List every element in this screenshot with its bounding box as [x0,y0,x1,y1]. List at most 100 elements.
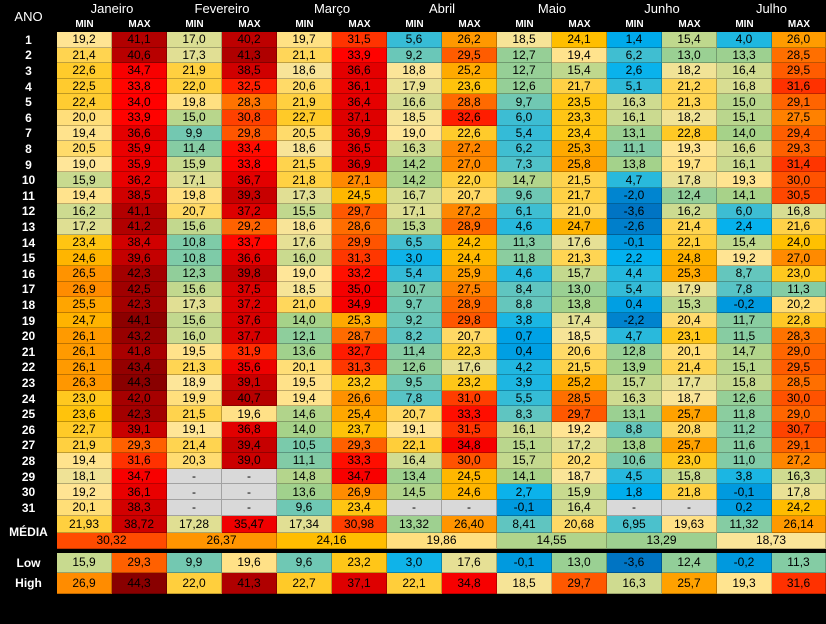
average-cell: 8,41 [497,515,552,533]
low-cell: 17,6 [442,552,497,573]
average-cell: 26,14 [772,515,826,533]
data-cell: 30,7 [772,422,826,438]
max-subheader: MAX [332,17,387,32]
min-subheader: MIN [57,17,112,32]
data-cell: 15,3 [662,297,717,313]
data-cell: 14,1 [717,188,772,204]
data-cell: -2,6 [607,219,662,235]
data-cell: 15,4 [662,32,717,48]
min-subheader: MIN [717,17,772,32]
data-cell: 36,6 [332,63,387,79]
data-cell: 39,0 [222,453,277,469]
data-cell: 22,8 [662,125,717,142]
min-subheader: MIN [167,17,222,32]
data-cell: 24,6 [57,250,112,266]
data-cell: 19,0 [387,125,442,142]
data-cell: 5,4 [387,266,442,282]
max-subheader: MAX [552,17,607,32]
data-cell: 23,4 [332,500,387,516]
low-cell: 9,6 [277,552,332,573]
data-cell: 23,6 [57,406,112,422]
data-cell: 13,0 [662,47,717,64]
high-cell: 25,7 [662,572,717,594]
data-cell: 22,0 [442,172,497,188]
data-cell: 41,8 [112,344,167,360]
data-cell: 12,7 [497,47,552,64]
data-cell: 31,3 [332,359,387,376]
data-cell: 36,5 [332,141,387,157]
data-cell: 22,1 [662,234,717,251]
day-label: 21 [0,344,57,360]
high-cell: 26,9 [57,572,112,594]
data-cell: 23,4 [552,125,607,142]
data-cell: 6,2 [497,141,552,157]
data-cell: 18,6 [277,141,332,157]
data-cell: 24,0 [772,234,826,251]
data-cell: 11,2 [717,422,772,438]
data-cell: 0,4 [497,344,552,360]
data-cell: 16,1 [607,110,662,126]
data-cell: 23,4 [57,234,112,251]
data-cell: 25,7 [662,406,717,422]
data-cell: 24,5 [442,468,497,485]
data-cell: 4,4 [607,266,662,282]
data-cell: 20,7 [442,188,497,204]
data-cell: 36,9 [332,125,387,142]
high-label: High [0,572,57,594]
data-cell: 28,3 [772,328,826,344]
data-cell: 19,0 [57,156,112,173]
data-cell: 9,6 [277,500,332,516]
data-cell: 28,5 [552,390,607,407]
data-cell: 12,6 [387,359,442,376]
data-cell: 21,8 [662,484,717,500]
data-cell: 31,9 [222,344,277,360]
data-cell: 39,1 [222,375,277,391]
average-cell: 17,28 [167,515,222,533]
data-cell: 27,2 [442,141,497,157]
data-cell: 11,7 [717,312,772,329]
data-cell: 42,3 [112,266,167,282]
data-cell: 11,8 [497,250,552,266]
data-cell: 16,3 [607,390,662,407]
data-cell: 24,8 [662,250,717,266]
day-label: 4 [0,78,57,95]
data-cell: 41,2 [112,219,167,235]
data-cell: 44,1 [112,312,167,329]
high-cell: 37,1 [332,572,387,594]
data-cell: 20,5 [57,141,112,157]
data-cell: 29,1 [772,437,826,454]
month-header: Abril [387,0,497,17]
data-cell: 17,3 [277,188,332,204]
data-cell: 21,4 [57,47,112,64]
day-label: 14 [0,234,57,251]
data-cell: 4,7 [607,172,662,188]
data-cell: 19,2 [57,32,112,48]
data-cell: 23,2 [442,375,497,391]
low-cell: 19,6 [222,552,277,573]
data-cell: 15,6 [167,312,222,329]
data-cell: 0,4 [607,297,662,313]
day-label: 11 [0,188,57,204]
average-combined-cell: 19,86 [387,532,497,549]
data-cell: 25,3 [552,141,607,157]
data-cell: 14,0 [277,312,332,329]
data-cell: 19,7 [277,32,332,48]
data-cell: 36,1 [332,78,387,95]
data-cell: - [167,484,222,500]
data-cell: 21,9 [167,63,222,79]
data-cell: 0,2 [717,500,772,516]
data-cell: 37,2 [222,297,277,313]
day-label: 3 [0,63,57,79]
data-cell: 43,4 [112,359,167,376]
data-cell: - [222,500,277,516]
data-cell: 15,4 [717,234,772,251]
day-label: 22 [0,359,57,376]
data-cell: 11,8 [717,406,772,422]
data-cell: 25,7 [662,437,717,454]
day-label: 5 [0,94,57,110]
data-cell: 29,5 [442,47,497,64]
data-cell: 20,8 [662,422,717,438]
data-cell: 21,5 [552,359,607,376]
data-cell: 17,1 [387,203,442,220]
data-cell: 19,0 [277,266,332,282]
